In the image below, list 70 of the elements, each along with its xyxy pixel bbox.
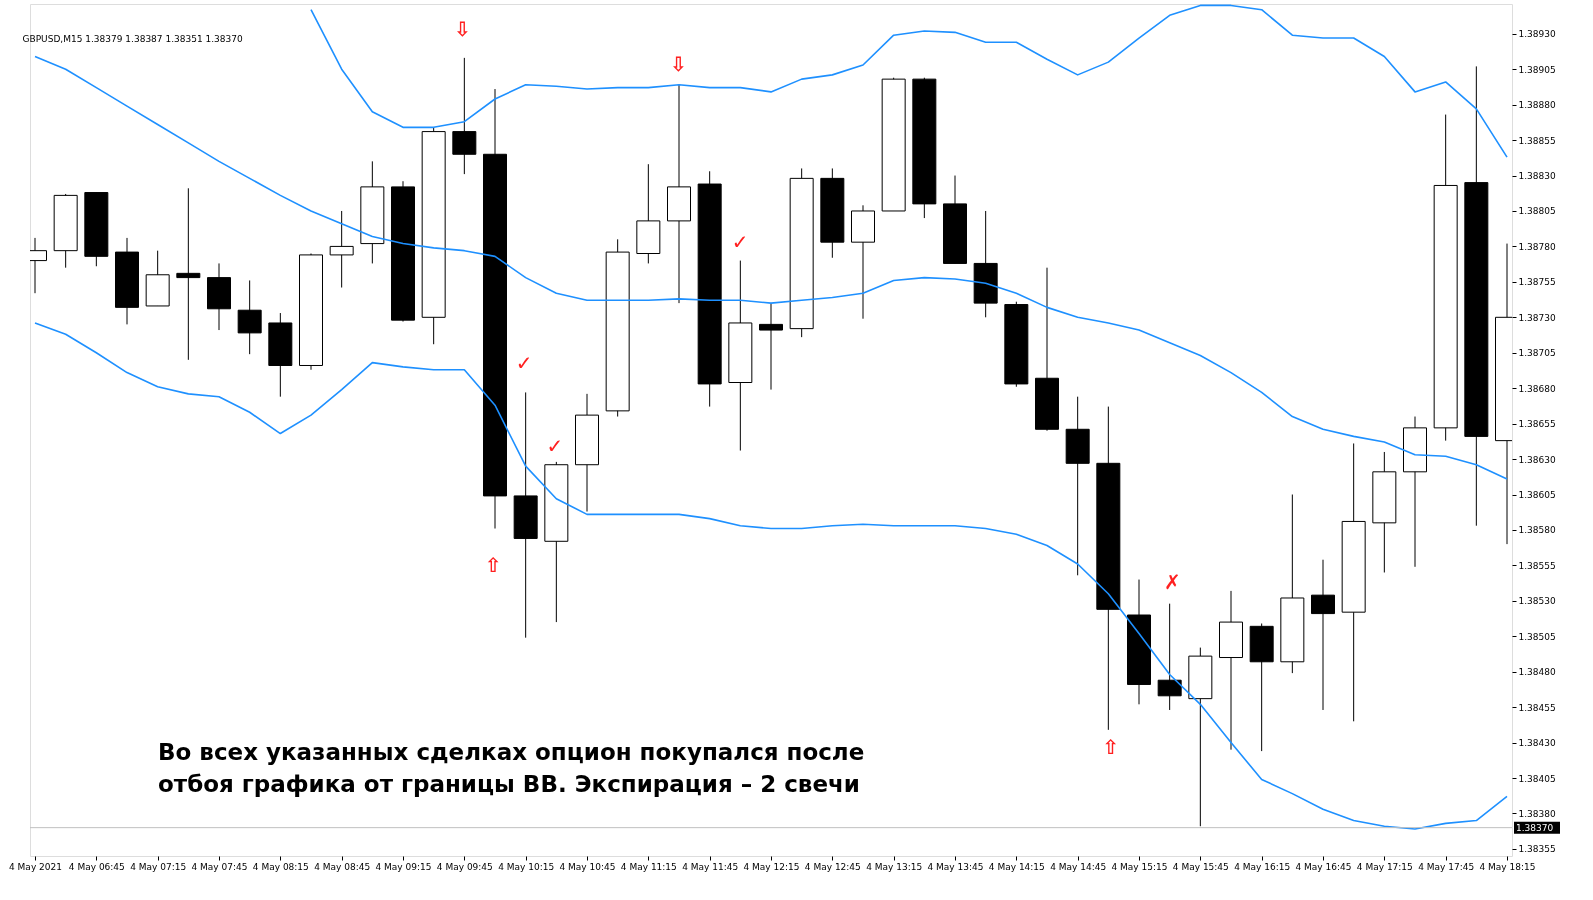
- x-tick-label: 4 May 09:45: [436, 861, 493, 872]
- text: GBPUSD,M15 1.38379 1.38387 1.38351 1.38370: [22, 34, 243, 44]
- y-tick-label: 1.38380: [1518, 808, 1556, 819]
- annotation: Во всех указанных сделках опцион покупался после отбоя графика от границы ВВ. Экспирация – 2 свечи: [158, 739, 865, 797]
- y-tick-label: 1.38655: [1518, 419, 1556, 430]
- y-tick-label: 1.38405: [1518, 773, 1556, 784]
- candlestick: [329, 210, 354, 289]
- line-series: [34, 55, 1508, 480]
- y-tick-label: 1.38730: [1518, 312, 1556, 323]
- x-tick-label: 4 May 09:15: [375, 861, 432, 872]
- x-tick-label: 4 May 16:15: [1234, 861, 1291, 872]
- x-tick-label: 4 May 06:45: [68, 861, 125, 872]
- y-tick-label: 1.38580: [1518, 525, 1556, 536]
- x-tick-label: 4 May 16:45: [1295, 861, 1352, 872]
- y-tick-label: 1.38430: [1518, 738, 1556, 749]
- y-tick-label: 1.38555: [1518, 560, 1556, 571]
- y-tick-label: 1.38630: [1518, 454, 1556, 465]
- x-tick-label: 4 May 17:15: [1356, 861, 1413, 872]
- annotation: ✓: [731, 229, 749, 254]
- x-tick-label: 4 May 10:45: [559, 861, 616, 872]
- y-tick-label: 1.38505: [1518, 631, 1556, 642]
- x-tick-label: 4 May 12:15: [743, 861, 800, 872]
- annotation: ⇩: [453, 16, 471, 41]
- y-tick-label: 1.38780: [1518, 241, 1556, 252]
- x-tick-label: 4 May 12:45: [804, 861, 861, 872]
- y-tick-label: 1.38855: [1518, 135, 1556, 146]
- annotation: ⇧: [484, 553, 502, 578]
- x-tick-label: 4 May 15:45: [1172, 861, 1229, 872]
- candlestick: [759, 302, 783, 391]
- x-tick-label: 4 May 15:15: [1111, 861, 1168, 872]
- candlestick: [237, 279, 262, 355]
- y-tick-label: 1.38930: [1518, 29, 1556, 40]
- candlestick: [1157, 603, 1182, 711]
- y-tick-label: 1.38755: [1518, 277, 1556, 288]
- line-series: [34, 322, 1508, 830]
- x-tick-label: 4 May 14:45: [1050, 861, 1107, 872]
- candlestick: [1311, 559, 1335, 711]
- y-tick-label: 1.38905: [1518, 64, 1556, 75]
- ref-line-label: 1.38370: [1516, 822, 1554, 833]
- candlestick: [452, 57, 477, 175]
- x-tick-label: 4 May 14:15: [988, 861, 1045, 872]
- annotation: ⇧: [1102, 734, 1120, 759]
- x-tick-label: 4 May 13:15: [866, 861, 923, 872]
- x-tick-label: 4 May 07:45: [191, 861, 248, 872]
- annotation: ✓: [515, 351, 533, 376]
- y-tick-label: 1.38605: [1518, 490, 1556, 500]
- x-tick-label: 4 May 2021: [9, 861, 62, 872]
- x-tick-label: 4 May 08:45: [314, 861, 371, 872]
- line-series: [310, 4, 1508, 158]
- x-tick-label: 4 May 17:45: [1418, 861, 1475, 872]
- x-tick-label: 4 May 13:45: [927, 861, 984, 872]
- x-tick-label: 4 May 18:15: [1479, 861, 1536, 872]
- x-tick-label: 4 May 08:15: [252, 861, 309, 872]
- x-tick-label: 4 May 11:15: [620, 861, 677, 872]
- annotation: ✓: [546, 434, 564, 459]
- x-tick-label: 4 May 07:15: [130, 861, 187, 872]
- annotation: ⇩: [669, 52, 687, 77]
- y-tick-label: 1.38530: [1518, 596, 1556, 607]
- y-tick-label: 1.38455: [1518, 702, 1556, 713]
- candlestick: [176, 187, 201, 361]
- annotation: ✗: [1163, 570, 1181, 595]
- y-tick-label: 1.38805: [1518, 206, 1556, 217]
- y-tick-label: 1.38355: [1518, 844, 1556, 855]
- y-tick-label: 1.38830: [1518, 171, 1556, 182]
- y-tick-label: 1.38680: [1518, 383, 1556, 394]
- y-tick-label: 1.38705: [1518, 348, 1556, 359]
- x-tick-label: 4 May 11:45: [682, 861, 739, 872]
- y-tick-label: 1.38880: [1518, 100, 1556, 111]
- x-tick-label: 4 May 10:15: [498, 861, 555, 872]
- y-tick-label: 1.38480: [1518, 667, 1556, 678]
